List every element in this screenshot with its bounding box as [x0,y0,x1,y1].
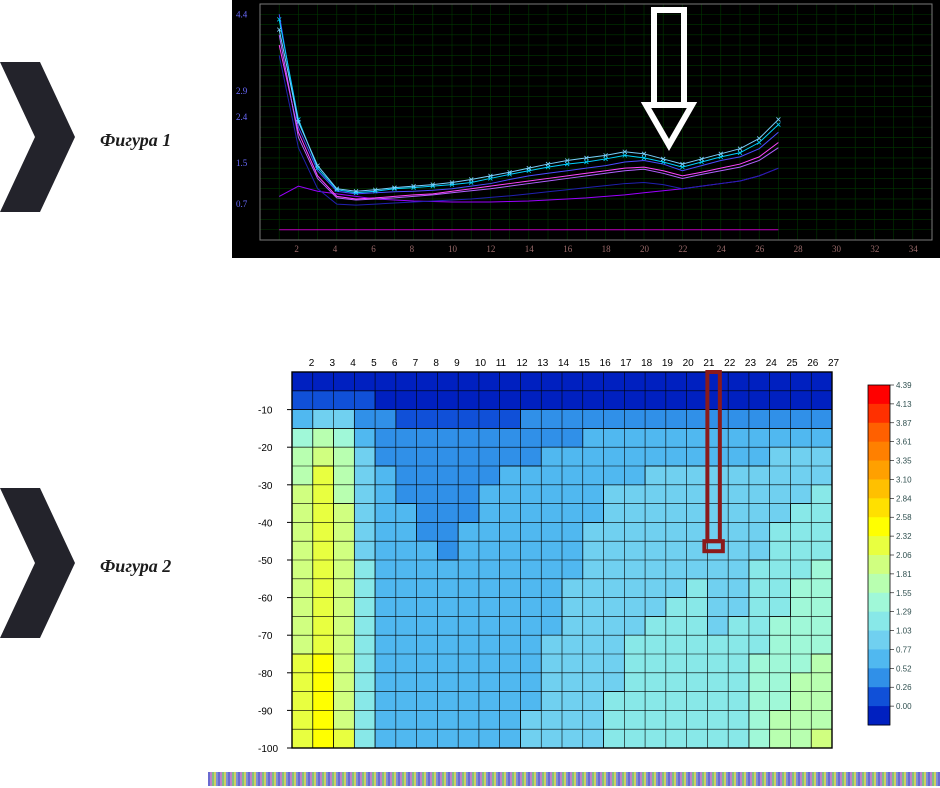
svg-text:-50: -50 [258,556,273,567]
svg-text:23: 23 [745,358,757,369]
svg-text:-10: -10 [258,406,273,417]
svg-text:4.13: 4.13 [896,400,912,409]
svg-text:2.4: 2.4 [236,112,248,122]
svg-text:20: 20 [683,358,695,369]
svg-text:32: 32 [870,244,879,254]
svg-text:1.5: 1.5 [236,158,248,168]
svg-text:19: 19 [662,358,674,369]
svg-text:13: 13 [537,358,549,369]
svg-text:4.4: 4.4 [236,9,248,19]
svg-text:2.58: 2.58 [896,513,912,522]
svg-text:-30: -30 [258,481,273,492]
heatmap-svg: 2345678910111213141516171819202122232425… [232,350,940,760]
svg-text:12: 12 [516,358,528,369]
svg-text:26: 26 [755,244,765,254]
svg-text:12: 12 [486,244,495,254]
svg-text:3.35: 3.35 [896,457,912,466]
svg-text:8: 8 [410,244,415,254]
svg-text:16: 16 [563,244,573,254]
svg-text:0.26: 0.26 [896,683,912,692]
line-chart-panel: 0.71.52.42.94.42468101214161820222426283… [232,0,940,258]
svg-text:10: 10 [475,358,487,369]
svg-text:2.06: 2.06 [896,551,912,560]
svg-text:0.7: 0.7 [236,199,248,209]
svg-text:-100: -100 [258,744,278,755]
svg-text:10: 10 [448,244,458,254]
svg-text:20: 20 [640,244,650,254]
svg-text:-40: -40 [258,518,273,529]
svg-text:5: 5 [371,358,377,369]
marker-shape [0,62,75,212]
svg-text:26: 26 [807,358,819,369]
svg-text:-20: -20 [258,443,273,454]
svg-text:14: 14 [558,358,570,369]
section-marker-2 [0,488,75,638]
svg-text:1.55: 1.55 [896,589,912,598]
svg-text:24: 24 [717,244,727,254]
svg-text:-60: -60 [258,594,273,605]
svg-text:21: 21 [703,358,715,369]
svg-text:-80: -80 [258,669,273,680]
svg-text:2: 2 [309,358,315,369]
marker-shape [0,488,75,638]
svg-text:0.52: 0.52 [896,664,912,673]
svg-text:2: 2 [294,244,299,254]
svg-text:3.87: 3.87 [896,419,912,428]
svg-text:4: 4 [350,358,356,369]
svg-text:1.81: 1.81 [896,570,912,579]
svg-text:22: 22 [678,244,687,254]
svg-text:1.29: 1.29 [896,608,912,617]
svg-text:2.84: 2.84 [896,494,912,503]
svg-text:6: 6 [392,358,398,369]
svg-text:18: 18 [641,358,653,369]
footer-noise-strip [208,772,940,786]
section-marker-1 [0,62,75,212]
svg-text:0.00: 0.00 [896,702,912,711]
figure2-label: Фигура 2 [100,556,171,577]
svg-text:4.39: 4.39 [896,381,912,390]
svg-text:15: 15 [579,358,591,369]
svg-text:-70: -70 [258,631,273,642]
svg-text:4: 4 [333,244,338,254]
svg-text:24: 24 [766,358,778,369]
svg-text:17: 17 [620,358,632,369]
svg-text:34: 34 [909,244,919,254]
svg-text:-90: -90 [258,706,273,717]
svg-text:2.9: 2.9 [236,86,248,96]
heatmap-panel: 2345678910111213141516171819202122232425… [232,350,940,760]
svg-text:27: 27 [828,358,840,369]
svg-text:8: 8 [433,358,439,369]
svg-text:30: 30 [832,244,842,254]
svg-text:25: 25 [786,358,798,369]
svg-text:18: 18 [602,244,612,254]
svg-text:1.03: 1.03 [896,627,912,636]
svg-text:3.10: 3.10 [896,475,912,484]
svg-text:22: 22 [724,358,736,369]
svg-text:3: 3 [330,358,336,369]
svg-text:2.32: 2.32 [896,532,912,541]
svg-text:16: 16 [600,358,612,369]
line-chart-svg: 0.71.52.42.94.42468101214161820222426283… [232,0,940,258]
svg-text:28: 28 [794,244,804,254]
svg-text:3.61: 3.61 [896,438,912,447]
svg-text:7: 7 [413,358,419,369]
figure1-label: Фигура 1 [100,130,171,151]
svg-text:0.77: 0.77 [896,645,912,654]
svg-text:9: 9 [454,358,460,369]
svg-text:6: 6 [371,244,376,254]
svg-text:14: 14 [525,244,535,254]
svg-text:11: 11 [496,358,507,369]
